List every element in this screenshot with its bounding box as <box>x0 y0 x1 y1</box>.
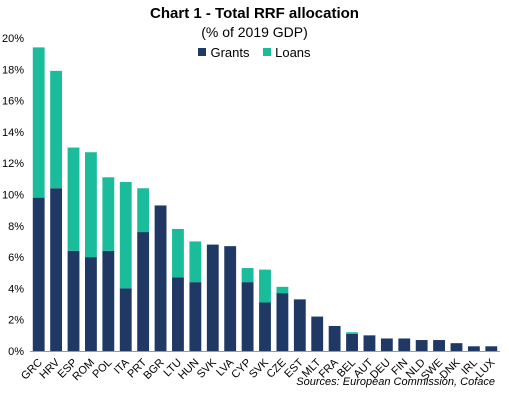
y-tick-label: 2% <box>8 315 24 327</box>
bar-grants-bel <box>346 333 358 351</box>
bar-grants-nld <box>415 340 428 351</box>
y-tick-label: 8% <box>8 221 24 233</box>
bar-loans-hun <box>189 241 202 283</box>
legend-label-loans: Loans <box>275 44 311 60</box>
bar-grants-svk <box>206 244 219 351</box>
bar-grants-svk <box>259 302 271 351</box>
bar-loans-cyp <box>241 268 254 283</box>
chart-subtitle: (% of 2019 GDP) <box>201 24 308 40</box>
bar-grants-fin <box>398 338 411 351</box>
legend-swatch-grants <box>198 48 207 56</box>
bar-grants-est <box>293 299 306 351</box>
y-tick-label: 20% <box>2 33 24 45</box>
bar-loans-bel <box>346 332 358 334</box>
bar-loans-ltu <box>172 228 184 278</box>
y-tick-label: 4% <box>8 283 24 295</box>
bar-grants-dnk <box>450 343 463 351</box>
bar-loans-pol <box>102 177 115 251</box>
bar-loans-grc <box>32 47 45 198</box>
bar-grants-rom <box>85 257 97 351</box>
bar-grants-grc <box>32 197 45 351</box>
bar-grants-hun <box>189 282 202 351</box>
y-tick-label: 16% <box>2 96 24 108</box>
bar-grants-irl <box>467 346 480 351</box>
y-tick-label: 14% <box>2 127 24 139</box>
y-tick-label: 12% <box>2 158 24 170</box>
bar-loans-hrv <box>50 70 63 189</box>
bar-loans-rom <box>85 152 97 258</box>
source-note: Sources: European Commission, Coface <box>296 376 495 388</box>
bar-grants-ita <box>119 288 132 351</box>
bar-grants-bgr <box>154 205 167 351</box>
bar-loans-esp <box>67 147 80 251</box>
bar-grants-lux <box>485 346 498 351</box>
legend: Grants Loans <box>0 44 509 60</box>
y-tick-label: 0% <box>8 346 24 358</box>
legend-label-grants: Grants <box>210 44 250 60</box>
bar-loans-cze <box>276 286 289 294</box>
chart-title: Chart 1 - Total RRF allocation <box>150 5 359 22</box>
legend-item-grants: Grants <box>198 45 249 60</box>
bar-grants-pol <box>102 250 115 351</box>
y-tick-label: 18% <box>2 64 24 76</box>
legend-item-loans: Loans <box>263 44 311 60</box>
bar-grants-swe <box>433 340 445 351</box>
bar-loans-svk <box>259 269 271 303</box>
bar-grants-fra <box>328 325 341 351</box>
bar-grants-esp <box>67 250 80 351</box>
bar-grants-prt <box>137 232 150 351</box>
bar-grants-cyp <box>241 282 254 351</box>
y-tick-label: 6% <box>8 252 24 264</box>
bar-grants-lva <box>224 246 237 351</box>
bar-grants-deu <box>380 338 393 351</box>
bar-grants-ltu <box>172 277 184 351</box>
bar-grants-aut <box>363 335 376 351</box>
bar-grants-mlt <box>311 316 324 351</box>
y-tick-label: 10% <box>2 190 24 202</box>
x-tick-label: POL <box>90 357 114 381</box>
bar-grants-hrv <box>50 188 63 351</box>
bar-grants-cze <box>276 293 289 351</box>
bar-loans-prt <box>137 188 150 233</box>
legend-swatch-loans <box>263 48 272 56</box>
bar-loans-ita <box>119 181 132 289</box>
